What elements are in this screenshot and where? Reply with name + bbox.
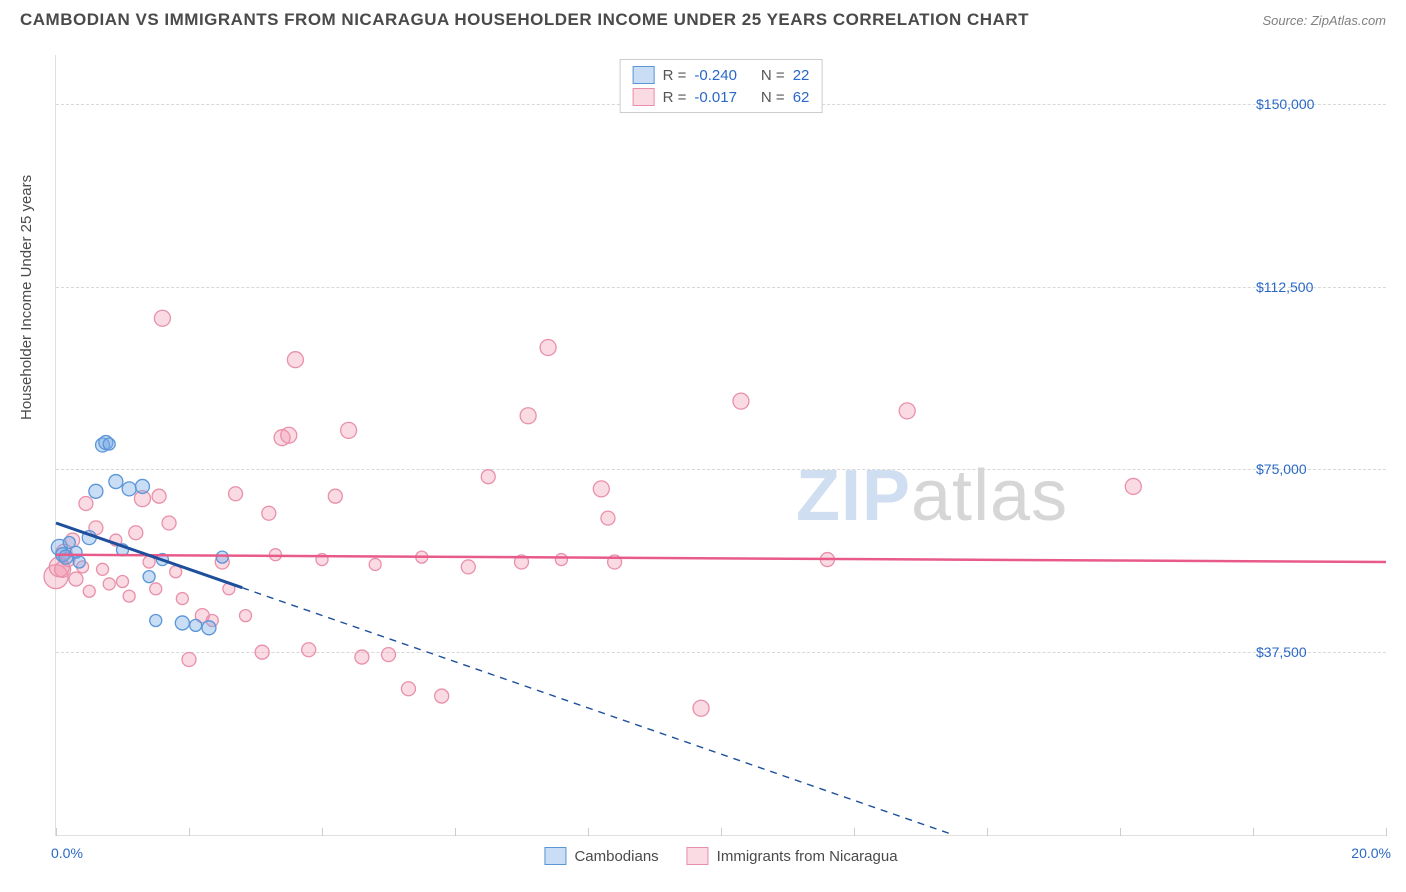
y-axis-title: Householder Income Under 25 years — [18, 175, 35, 420]
chart-plot-area: ZIPatlas $37,500$75,000$112,500$150,000 … — [55, 55, 1386, 836]
point-b — [229, 487, 243, 501]
point-b — [899, 403, 915, 419]
point-b — [341, 422, 357, 438]
point-b — [97, 563, 109, 575]
point-b — [281, 427, 297, 443]
point-a — [175, 616, 189, 630]
trendline-b — [56, 555, 1386, 562]
point-a — [109, 475, 123, 489]
point-a — [73, 556, 85, 568]
legend-row-b: R = -0.017 N = 62 — [633, 86, 810, 108]
point-a — [122, 482, 136, 496]
point-b — [733, 393, 749, 409]
swatch-a-icon — [633, 66, 655, 84]
point-a — [103, 438, 115, 450]
point-b — [593, 481, 609, 497]
point-b — [79, 497, 93, 511]
point-a — [143, 571, 155, 583]
point-a — [190, 619, 202, 631]
point-a — [135, 479, 149, 493]
point-b — [382, 648, 396, 662]
point-b — [481, 470, 495, 484]
legend-row-a: R = -0.240 N = 22 — [633, 64, 810, 86]
point-a — [89, 484, 103, 498]
point-b — [369, 558, 381, 570]
point-b — [117, 576, 129, 588]
point-b — [152, 489, 166, 503]
point-b — [162, 516, 176, 530]
point-b — [302, 643, 316, 657]
point-b — [103, 578, 115, 590]
swatch-b-icon — [687, 847, 709, 865]
point-b — [255, 645, 269, 659]
point-b — [328, 489, 342, 503]
chart-title: CAMBODIAN VS IMMIGRANTS FROM NICARAGUA H… — [20, 10, 1029, 30]
point-b — [693, 700, 709, 716]
point-b — [520, 408, 536, 424]
point-b — [262, 506, 276, 520]
swatch-b-icon — [633, 88, 655, 106]
point-b — [83, 585, 95, 597]
point-a — [150, 615, 162, 627]
point-b — [435, 689, 449, 703]
point-b — [601, 511, 615, 525]
legend-item-a: Cambodians — [544, 847, 658, 865]
point-b — [129, 526, 143, 540]
series-legend: Cambodians Immigrants from Nicaragua — [544, 847, 897, 865]
point-b — [176, 593, 188, 605]
point-b — [150, 583, 162, 595]
point-b — [154, 310, 170, 326]
scatter-svg — [56, 55, 1386, 835]
x-min-label: 0.0% — [51, 845, 83, 861]
swatch-a-icon — [544, 847, 566, 865]
point-b — [540, 340, 556, 356]
correlation-legend: R = -0.240 N = 22 R = -0.017 N = 62 — [620, 59, 823, 113]
point-a — [216, 551, 228, 563]
point-b — [1125, 478, 1141, 494]
point-b — [69, 572, 83, 586]
source-label: Source: ZipAtlas.com — [1262, 13, 1386, 28]
point-b — [287, 352, 303, 368]
point-b — [401, 682, 415, 696]
point-b — [555, 554, 567, 566]
x-max-label: 20.0% — [1351, 845, 1391, 861]
point-a — [202, 621, 216, 635]
point-b — [461, 560, 475, 574]
trendline-a-dashed — [242, 588, 954, 835]
point-b — [182, 653, 196, 667]
point-b — [355, 650, 369, 664]
point-b — [123, 590, 135, 602]
legend-item-b: Immigrants from Nicaragua — [687, 847, 898, 865]
point-b — [240, 610, 252, 622]
